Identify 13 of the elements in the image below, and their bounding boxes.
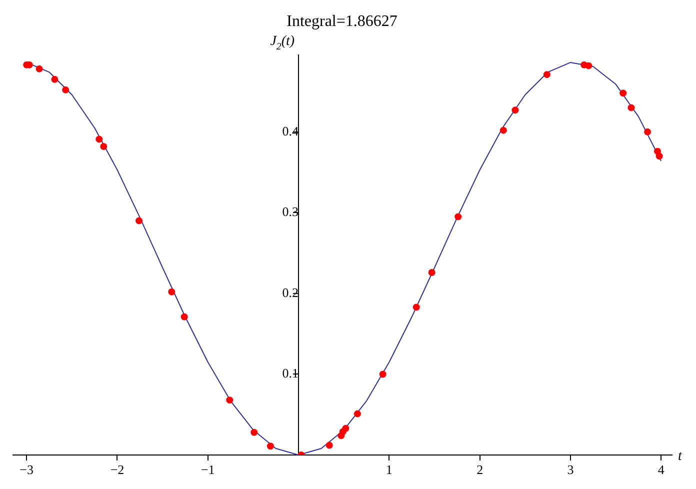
x-tick-label: −3 [20, 462, 34, 478]
x-tick-label: 2 [476, 462, 484, 478]
x-tick-label: −2 [110, 462, 124, 478]
x-tick-label: 1 [386, 462, 392, 478]
x-tick-label: −1 [200, 462, 215, 478]
x-axis-title: t [678, 449, 683, 464]
x-tick-label: 4 [658, 462, 665, 478]
x-tick-label: 3 [567, 462, 574, 478]
chart-title: Integral=1.86627 [286, 12, 398, 30]
y-tick-label: 0.3 [282, 204, 299, 220]
y-tick-label: 0.4 [282, 123, 300, 138]
y-tick-label: 0.1 [282, 366, 299, 381]
y-tick-label: 0.2 [282, 284, 299, 300]
